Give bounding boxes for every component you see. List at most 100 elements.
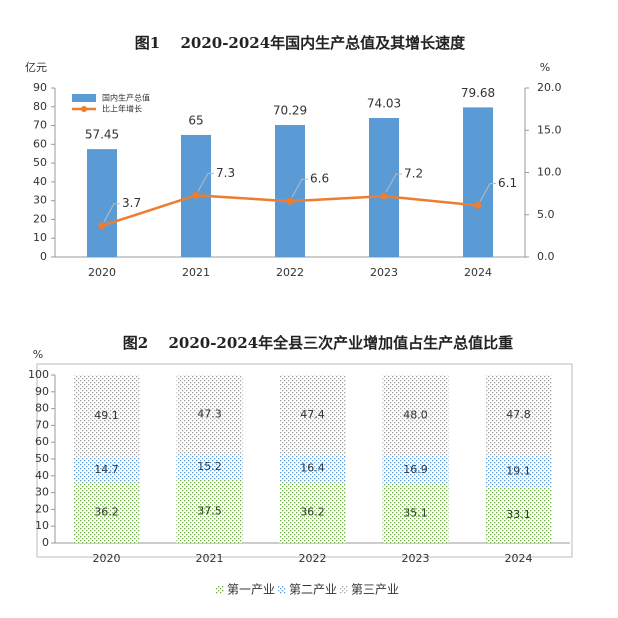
x-tick-label: 2021 bbox=[196, 552, 224, 565]
y2-axis-unit: % bbox=[540, 61, 550, 74]
segment-value-label: 14.7 bbox=[94, 463, 119, 476]
leader-line bbox=[385, 173, 402, 193]
y-tick-label: 70 bbox=[35, 418, 49, 431]
bar-segment bbox=[279, 375, 346, 455]
line-value-label: 6.6 bbox=[310, 172, 329, 186]
bar-segment bbox=[382, 375, 449, 456]
bar-segment bbox=[73, 457, 140, 483]
line-value-label: 6.1 bbox=[498, 176, 517, 190]
y-tick-label: 10 bbox=[33, 231, 47, 244]
x-tick-label: 2023 bbox=[402, 552, 430, 565]
bar-segment bbox=[176, 480, 243, 543]
legend-swatch bbox=[72, 94, 96, 102]
leader-line bbox=[103, 203, 120, 222]
line-value-label: 3.7 bbox=[122, 196, 141, 210]
bar-segment bbox=[279, 454, 346, 483]
y-tick-label: 90 bbox=[35, 385, 49, 398]
segment-value-label: 49.1 bbox=[94, 409, 119, 422]
line-marker bbox=[98, 222, 106, 230]
bar-segment bbox=[485, 487, 552, 543]
segment-value-label: 36.2 bbox=[94, 506, 119, 519]
segment-value-label: 47.3 bbox=[197, 408, 222, 421]
segment-value-label: 37.5 bbox=[197, 505, 222, 518]
x-tick-label: 2020 bbox=[93, 552, 121, 565]
y-tick-label: 50 bbox=[35, 452, 49, 465]
legend-label: 第三产业 bbox=[351, 583, 399, 597]
y-tick-label: 40 bbox=[35, 469, 49, 482]
bar-segment bbox=[485, 455, 552, 488]
legend-label: 第一产业 bbox=[227, 583, 275, 597]
legend-label: 国内生产总值 bbox=[102, 93, 150, 103]
y-tick-label: 20 bbox=[33, 212, 47, 225]
x-tick-label: 2024 bbox=[505, 552, 533, 565]
line-marker bbox=[380, 192, 388, 200]
bar bbox=[463, 107, 493, 258]
bar-value-label: 70.29 bbox=[273, 104, 307, 118]
segment-value-label: 47.4 bbox=[300, 408, 325, 421]
segment-value-label: 48.0 bbox=[403, 408, 428, 421]
y-tick-label: 0 bbox=[42, 536, 49, 549]
bar-segment bbox=[73, 482, 140, 543]
line-marker bbox=[192, 191, 200, 199]
segment-value-label: 36.2 bbox=[300, 506, 325, 519]
bar bbox=[275, 125, 305, 257]
y2-tick-label: 0.0 bbox=[537, 250, 555, 263]
y-tick-label: 40 bbox=[33, 175, 47, 188]
y-tick-label: 30 bbox=[35, 486, 49, 499]
bar-value-label: 65 bbox=[188, 113, 203, 127]
y-tick-label: 70 bbox=[33, 119, 47, 132]
bar-segment bbox=[73, 375, 140, 458]
x-tick-label: 2021 bbox=[182, 266, 210, 279]
leader-line bbox=[197, 172, 214, 192]
y-tick-label: 80 bbox=[35, 402, 49, 415]
x-tick-label: 2020 bbox=[88, 266, 116, 279]
bar-value-label: 57.45 bbox=[85, 128, 119, 142]
y2-tick-label: 15.0 bbox=[537, 123, 562, 136]
y-tick-label: 60 bbox=[35, 435, 49, 448]
bar-value-label: 74.03 bbox=[367, 96, 401, 110]
bar-value-label: 79.68 bbox=[461, 86, 495, 100]
legend-swatch bbox=[216, 586, 224, 594]
legend-swatch bbox=[340, 586, 348, 594]
segment-value-label: 47.8 bbox=[506, 408, 531, 421]
bar-segment bbox=[382, 484, 449, 543]
y-tick-label: 10 bbox=[35, 519, 49, 532]
segment-value-label: 16.4 bbox=[300, 461, 325, 474]
segment-value-label: 16.9 bbox=[403, 463, 428, 476]
bar bbox=[87, 149, 117, 257]
y-tick-label: 80 bbox=[33, 100, 47, 113]
y-tick-label: 20 bbox=[35, 502, 49, 515]
y-tick-label: 50 bbox=[33, 156, 47, 169]
leader-line bbox=[479, 182, 496, 202]
bar-segment bbox=[176, 375, 243, 455]
legend-label: 第二产业 bbox=[289, 583, 337, 597]
y-tick-label: 100 bbox=[28, 368, 49, 381]
chart-title: 图2 2020-2024年全县三次产业增加值占生产总值比重 bbox=[123, 334, 513, 352]
segment-value-label: 35.1 bbox=[403, 507, 428, 520]
line-marker bbox=[286, 197, 294, 205]
y-axis-unit: 亿元 bbox=[25, 61, 47, 74]
plot-frame bbox=[36, 363, 573, 558]
x-tick-label: 2022 bbox=[276, 266, 304, 279]
bar bbox=[369, 117, 399, 257]
segment-value-label: 15.2 bbox=[197, 460, 222, 473]
leader-line bbox=[291, 178, 308, 198]
y2-tick-label: 5.0 bbox=[537, 208, 555, 221]
y2-tick-label: 20.0 bbox=[537, 81, 562, 94]
legend-swatch bbox=[278, 586, 286, 594]
line-marker bbox=[474, 201, 482, 209]
bar-segment bbox=[485, 375, 552, 456]
line-value-label: 7.3 bbox=[216, 166, 235, 180]
bar-segment bbox=[279, 482, 346, 543]
x-tick-label: 2024 bbox=[464, 266, 492, 279]
chart-title: 图1 2020-2024年国内生产总值及其增长速度 bbox=[135, 34, 466, 52]
y-tick-label: 90 bbox=[33, 81, 47, 94]
y-tick-label: 60 bbox=[33, 137, 47, 150]
y-axis-unit: % bbox=[33, 348, 43, 361]
segment-value-label: 33.1 bbox=[506, 508, 531, 521]
bar-segment bbox=[382, 455, 449, 485]
x-tick-label: 2023 bbox=[370, 266, 398, 279]
y2-tick-label: 10.0 bbox=[537, 166, 562, 179]
y-tick-label: 0 bbox=[40, 250, 47, 263]
